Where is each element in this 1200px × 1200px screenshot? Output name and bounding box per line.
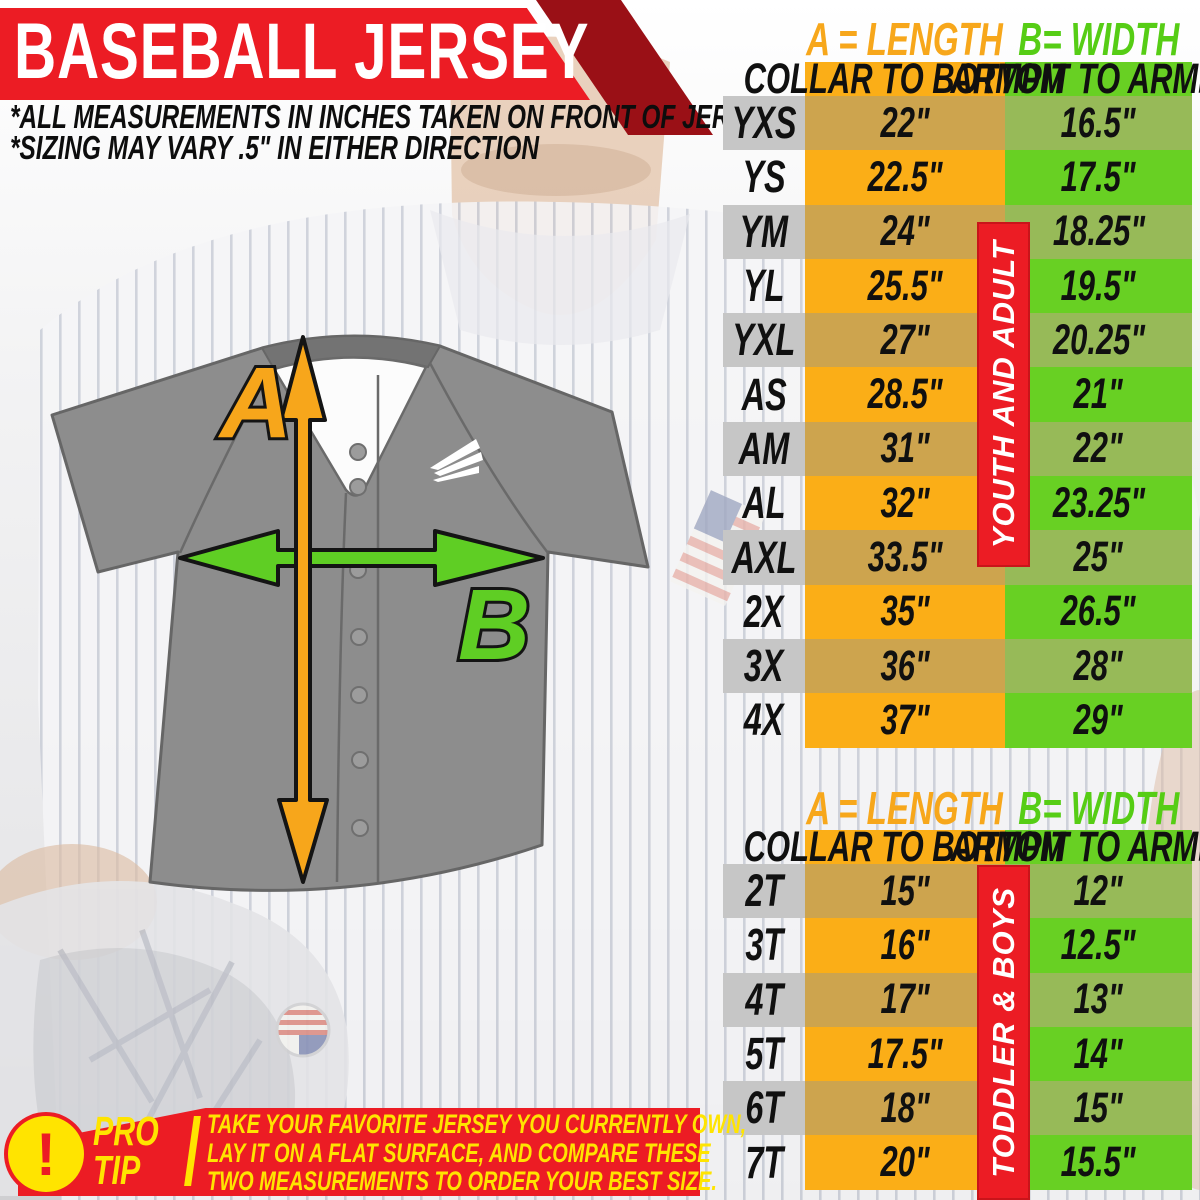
table2-length-title: A = LENGTH xyxy=(806,782,1004,834)
jersey-buttons xyxy=(349,443,369,837)
note-line: *ALL MEASUREMENTS IN INCHES TAKEN ON FRO… xyxy=(10,98,779,135)
size-table-youth-adult: COLLAR TO BOTTOM ARMPIT TO ARMPIT YXS22"… xyxy=(723,54,1200,748)
sleeve-flag-patch xyxy=(670,490,766,606)
jersey-placket xyxy=(335,492,348,883)
group-band-label: YOUTH AND ADULT xyxy=(985,240,1021,549)
measurement-notes: *ALL MEASUREMENTS IN INCHES TAKEN ON FRO… xyxy=(10,98,779,166)
length-subheader: COLLAR TO BOTTOM xyxy=(743,822,1067,871)
table1-width-title: B= WIDTH xyxy=(1018,13,1180,65)
table1-length-title: A = LENGTH xyxy=(806,13,1004,65)
group-band-label: TODDLER & BOYS xyxy=(985,887,1021,1178)
pro-tip-text: TAKE YOUR FAVORITE JERSEY YOU CURRENTLY … xyxy=(207,1109,747,1196)
width-subheader: ARMPIT TO ARMPIT xyxy=(950,822,1200,871)
width-subheader: ARMPIT TO ARMPIT xyxy=(950,54,1200,103)
group-band-youth-adult: YOUTH AND ADULT xyxy=(977,222,1030,567)
pro-tip-label: PRO TIP xyxy=(93,1108,159,1193)
table2-width-title: B= WIDTH xyxy=(1018,782,1180,834)
pro-tip-line: TWO MEASUREMENTS TO ORDER YOUR BEST SIZE… xyxy=(207,1166,717,1196)
length-subheader: COLLAR TO BOTTOM xyxy=(743,54,1067,103)
width-arrow-label: B xyxy=(458,569,530,681)
page-title: BASEBALL JERSEY xyxy=(14,6,590,95)
pro-tip-banner xyxy=(18,1108,700,1196)
length-arrow xyxy=(277,335,329,884)
jersey-diagram: A B xyxy=(50,334,650,892)
width-arrow xyxy=(178,529,545,587)
pro-tip-line: TAKE YOUR FAVORITE JERSEY YOU CURRENTLY … xyxy=(207,1109,747,1139)
title-ribbon xyxy=(0,8,590,100)
size-table-toddler-boys: COLLAR TO BOTTOM ARMPIT TO ARMPIT 2T15"1… xyxy=(723,822,1200,1190)
pro-tip-line: LAY IT ON A FLAT SURFACE, AND COMPARE TH… xyxy=(207,1137,711,1168)
length-arrow-label: A xyxy=(217,347,292,459)
jersey-logo xyxy=(430,439,483,482)
exclamation-icon: ! xyxy=(8,1116,84,1192)
note-line: *SIZING MAY VARY .5" IN EITHER DIRECTION xyxy=(10,129,540,166)
group-band-toddler-boys: TODDLER & BOYS xyxy=(977,865,1030,1200)
